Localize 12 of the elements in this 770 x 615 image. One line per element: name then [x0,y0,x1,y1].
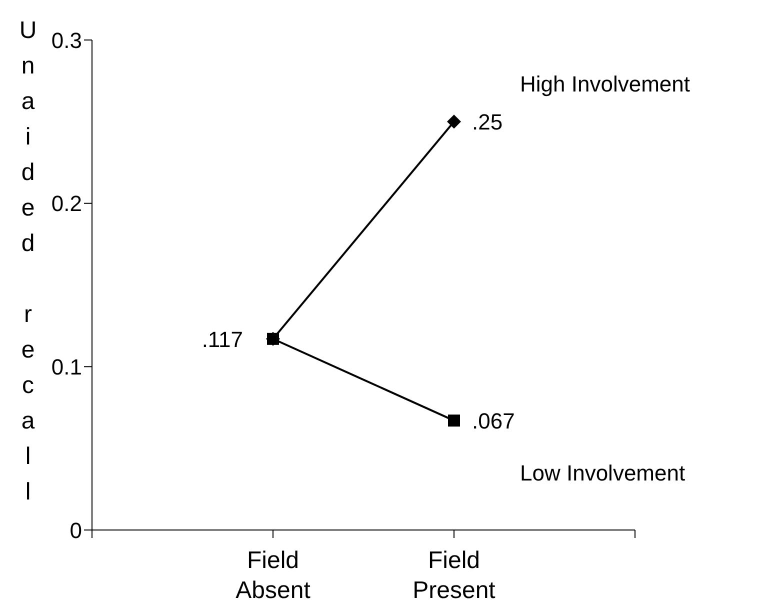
text: Unaided recall [19,17,37,506]
text: High Involvement [520,72,690,97]
x-tick-label: Field Absent [236,547,311,604]
data-label: .067 [472,408,515,434]
data-label: .25 [472,110,503,135]
y-tick-label: 0.2 [51,191,82,216]
text: Low Involvement [520,460,686,486]
y-tick-label: 0.1 [51,354,82,380]
y-tick-label: 0.3 [51,28,82,53]
data-label: .117 [202,326,243,352]
x-tick-label: Field Present [412,547,496,604]
y-tick-label: 0 [70,518,82,543]
